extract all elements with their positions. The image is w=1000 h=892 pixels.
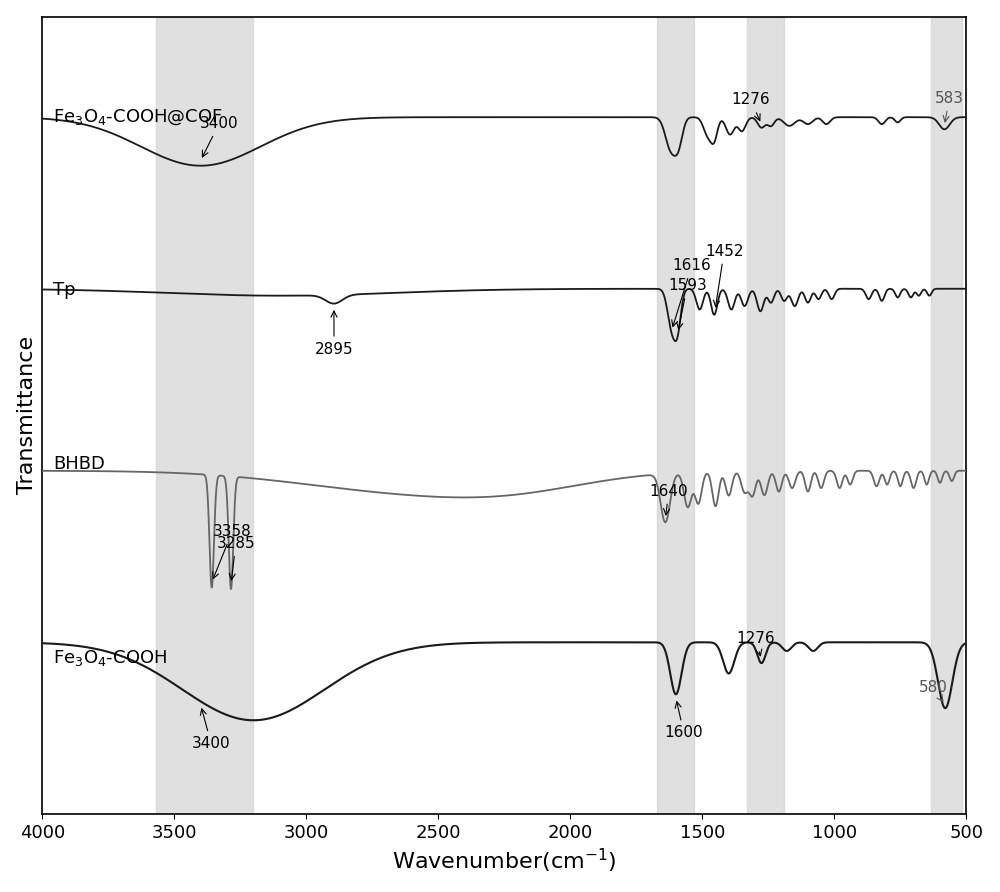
Bar <box>156 17 253 814</box>
Text: 3400: 3400 <box>192 709 231 751</box>
Text: 1640: 1640 <box>649 483 688 515</box>
Text: Fe$_3$O$_4$-COOH: Fe$_3$O$_4$-COOH <box>53 648 167 668</box>
Text: BHBD: BHBD <box>53 455 105 473</box>
Text: 1276: 1276 <box>731 93 770 120</box>
Text: Tp: Tp <box>53 282 75 300</box>
Text: 1593: 1593 <box>668 278 707 329</box>
Text: 2895: 2895 <box>315 311 353 357</box>
Text: 583: 583 <box>935 91 964 122</box>
Text: 580: 580 <box>919 680 948 701</box>
Text: 3400: 3400 <box>200 116 238 157</box>
Text: 3358: 3358 <box>213 524 252 579</box>
Bar <box>657 17 694 814</box>
Text: 3285: 3285 <box>216 536 255 580</box>
X-axis label: Wavenumber(cm$^{-1}$): Wavenumber(cm$^{-1}$) <box>392 847 616 875</box>
Text: 1276: 1276 <box>737 632 775 656</box>
Bar <box>747 17 784 814</box>
Text: 1616: 1616 <box>672 258 711 326</box>
Y-axis label: Transmittance: Transmittance <box>17 336 37 494</box>
Text: 1452: 1452 <box>705 244 743 307</box>
Text: 1600: 1600 <box>665 702 703 740</box>
Bar <box>931 17 962 814</box>
Text: Fe$_3$O$_4$-COOH@COF: Fe$_3$O$_4$-COOH@COF <box>53 107 223 127</box>
